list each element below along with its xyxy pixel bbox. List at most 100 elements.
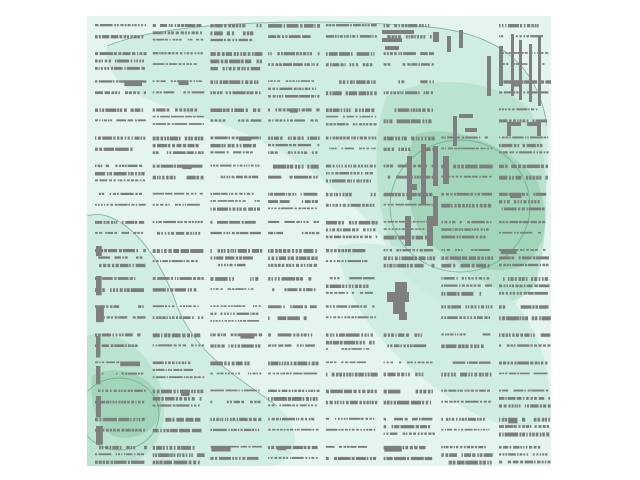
building — [479, 175, 481, 178]
building — [471, 220, 485, 224]
building — [473, 284, 477, 287]
building — [441, 316, 444, 319]
large-building — [510, 192, 522, 198]
building — [451, 175, 455, 178]
building — [250, 312, 252, 315]
building — [270, 192, 273, 196]
building — [246, 91, 250, 95]
building — [342, 284, 345, 288]
north-building — [459, 30, 463, 48]
building — [102, 460, 106, 464]
building — [417, 192, 421, 197]
building — [456, 192, 470, 196]
building — [170, 24, 173, 27]
building — [294, 389, 297, 392]
building — [471, 263, 475, 268]
building — [113, 305, 120, 308]
building — [176, 404, 190, 407]
building — [526, 284, 533, 288]
building — [270, 151, 274, 154]
building — [352, 35, 356, 38]
building — [294, 175, 308, 179]
building — [534, 344, 537, 347]
building — [122, 52, 131, 56]
building — [418, 372, 421, 377]
building — [134, 119, 137, 122]
building — [228, 175, 231, 179]
building — [329, 179, 331, 183]
building — [308, 389, 310, 392]
building — [481, 192, 492, 196]
building — [274, 263, 277, 267]
building — [113, 288, 115, 292]
building — [156, 164, 160, 168]
building — [504, 417, 507, 422]
building — [470, 305, 474, 309]
building — [526, 35, 529, 38]
building — [461, 235, 475, 239]
building — [195, 344, 197, 347]
building — [117, 108, 120, 112]
building — [195, 151, 197, 154]
building — [356, 361, 366, 364]
building — [444, 400, 448, 403]
density-zone-center-east — [337, 243, 551, 427]
building — [182, 203, 184, 206]
building — [450, 192, 453, 196]
building — [219, 80, 223, 84]
building — [461, 277, 464, 280]
building — [161, 249, 163, 253]
building — [428, 52, 434, 56]
building — [152, 260, 155, 263]
building — [422, 119, 425, 124]
building — [210, 108, 223, 112]
building — [289, 428, 294, 431]
building — [248, 417, 252, 422]
building — [103, 203, 106, 206]
building — [138, 305, 142, 308]
building — [513, 119, 516, 123]
building — [383, 136, 387, 141]
building — [183, 316, 191, 319]
building — [520, 460, 524, 464]
building — [429, 35, 432, 39]
building — [359, 136, 363, 140]
building — [483, 277, 485, 280]
building — [517, 143, 520, 148]
building — [233, 164, 236, 167]
density-zone-northeast-core — [406, 131, 546, 271]
building — [222, 119, 226, 122]
building — [173, 389, 176, 394]
building — [387, 333, 390, 337]
building — [152, 404, 156, 407]
building — [514, 404, 516, 408]
building — [290, 305, 292, 309]
building — [487, 389, 490, 392]
building — [304, 305, 307, 309]
building — [292, 445, 303, 450]
building — [410, 119, 421, 124]
building — [415, 108, 418, 112]
building — [169, 260, 171, 263]
building — [340, 63, 344, 67]
building — [296, 220, 300, 223]
building — [389, 263, 393, 268]
building — [325, 348, 328, 350]
vertical-slab — [529, 44, 532, 102]
building — [256, 200, 260, 202]
building — [519, 119, 522, 123]
building — [152, 91, 155, 94]
building — [314, 95, 316, 98]
building — [444, 305, 446, 309]
building — [210, 372, 213, 375]
building — [174, 288, 186, 292]
building — [533, 372, 548, 375]
building — [391, 425, 394, 429]
building — [197, 277, 201, 280]
building — [286, 263, 289, 267]
building — [484, 445, 486, 449]
building — [351, 456, 355, 460]
building — [294, 428, 297, 431]
building — [210, 305, 213, 307]
building — [346, 400, 349, 405]
